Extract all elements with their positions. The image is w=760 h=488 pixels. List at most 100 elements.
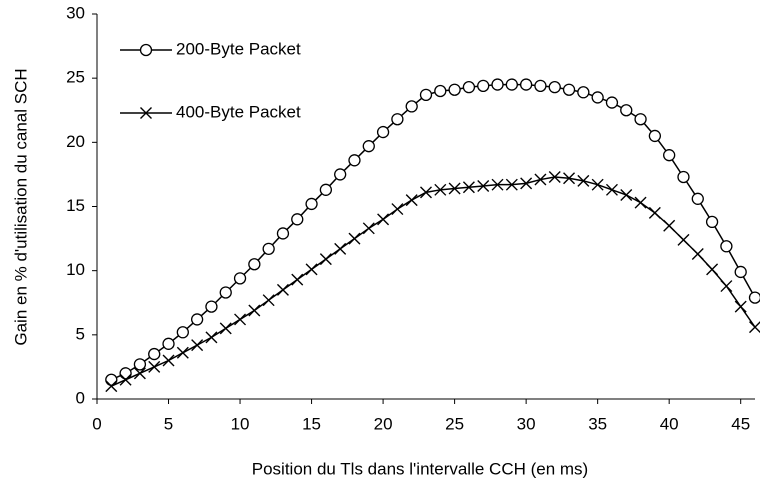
- marker: [663, 219, 676, 232]
- marker: [233, 272, 247, 285]
- marker: [720, 240, 733, 253]
- marker: [205, 300, 218, 313]
- marker: [305, 197, 318, 211]
- marker: [405, 194, 418, 207]
- marker: [133, 367, 146, 380]
- marker: [691, 247, 704, 260]
- marker: [162, 337, 175, 350]
- marker: [148, 360, 161, 373]
- marker: [677, 170, 690, 184]
- marker: [691, 192, 704, 205]
- y-tick-label: 25: [66, 68, 85, 87]
- marker: [133, 358, 147, 371]
- marker: [105, 373, 118, 386]
- marker: [677, 233, 690, 246]
- marker: [119, 373, 132, 386]
- marker: [519, 78, 533, 91]
- marker: [705, 215, 719, 229]
- marker: [405, 100, 418, 113]
- marker: [749, 321, 760, 334]
- marker: [548, 170, 561, 183]
- marker: [276, 227, 290, 240]
- marker: [648, 129, 662, 143]
- marker: [663, 149, 676, 162]
- marker: [706, 263, 719, 276]
- marker: [477, 179, 490, 192]
- marker: [376, 125, 390, 139]
- marker: [334, 168, 347, 181]
- marker: [119, 367, 132, 380]
- x-tick-label: 40: [660, 414, 679, 433]
- marker: [348, 232, 361, 245]
- marker: [420, 186, 432, 199]
- marker: [234, 313, 247, 326]
- series-line: [110, 83, 756, 381]
- y-axis-label: Gain en % d'utilisation du canal SCH: [11, 68, 30, 345]
- marker: [448, 182, 461, 195]
- marker: [648, 206, 661, 219]
- y-tick-label: 15: [66, 196, 85, 215]
- marker: [505, 178, 518, 191]
- marker: [577, 174, 590, 187]
- marker: [291, 273, 304, 286]
- marker: [548, 81, 561, 94]
- x-axis-label: Position du Tls dans l'intervalle CCH (e…: [252, 459, 588, 478]
- legend-marker: [140, 107, 152, 119]
- marker: [448, 83, 461, 96]
- marker: [162, 354, 175, 367]
- legend-label: 200-Byte Packet: [176, 39, 301, 58]
- marker: [391, 113, 404, 126]
- marker: [434, 183, 447, 196]
- marker: [577, 86, 590, 99]
- marker: [348, 154, 361, 167]
- marker: [634, 113, 647, 126]
- marker: [534, 173, 547, 186]
- marker: [734, 265, 747, 279]
- marker: [491, 178, 504, 191]
- x-tick-label: 30: [517, 414, 536, 433]
- marker: [248, 258, 261, 271]
- x-tick-label: 10: [231, 414, 250, 433]
- x-tick-label: 45: [731, 414, 750, 433]
- marker: [477, 79, 490, 93]
- marker: [462, 181, 475, 194]
- marker: [620, 104, 633, 117]
- marker: [148, 347, 161, 361]
- marker: [191, 339, 204, 352]
- marker: [720, 280, 733, 293]
- marker: [377, 213, 390, 226]
- y-tick-label: 0: [76, 388, 85, 407]
- marker: [262, 294, 275, 307]
- x-tick-label: 0: [92, 414, 101, 433]
- x-tick-label: 20: [374, 414, 393, 433]
- x-tick-label: 5: [164, 414, 173, 433]
- marker: [219, 286, 232, 299]
- marker: [605, 96, 619, 109]
- marker: [748, 291, 760, 304]
- marker: [219, 322, 232, 335]
- marker: [491, 78, 504, 91]
- marker: [176, 346, 189, 359]
- marker: [334, 242, 347, 255]
- marker: [262, 242, 275, 256]
- y-tick-label: 5: [76, 324, 85, 343]
- x-tick-label: 25: [445, 414, 464, 433]
- marker: [734, 300, 747, 313]
- marker: [319, 183, 333, 196]
- marker: [362, 222, 375, 235]
- marker: [319, 253, 332, 266]
- marker: [391, 203, 404, 216]
- marker: [362, 140, 375, 153]
- y-tick-label: 10: [66, 260, 85, 279]
- marker: [205, 331, 218, 344]
- marker: [462, 81, 476, 94]
- marker: [248, 304, 261, 317]
- marker: [520, 177, 533, 190]
- y-tick-label: 30: [66, 3, 85, 22]
- marker: [105, 380, 118, 393]
- marker: [291, 213, 304, 226]
- x-tick-label: 35: [588, 414, 607, 433]
- marker: [434, 84, 447, 98]
- y-tick-label: 20: [66, 132, 85, 151]
